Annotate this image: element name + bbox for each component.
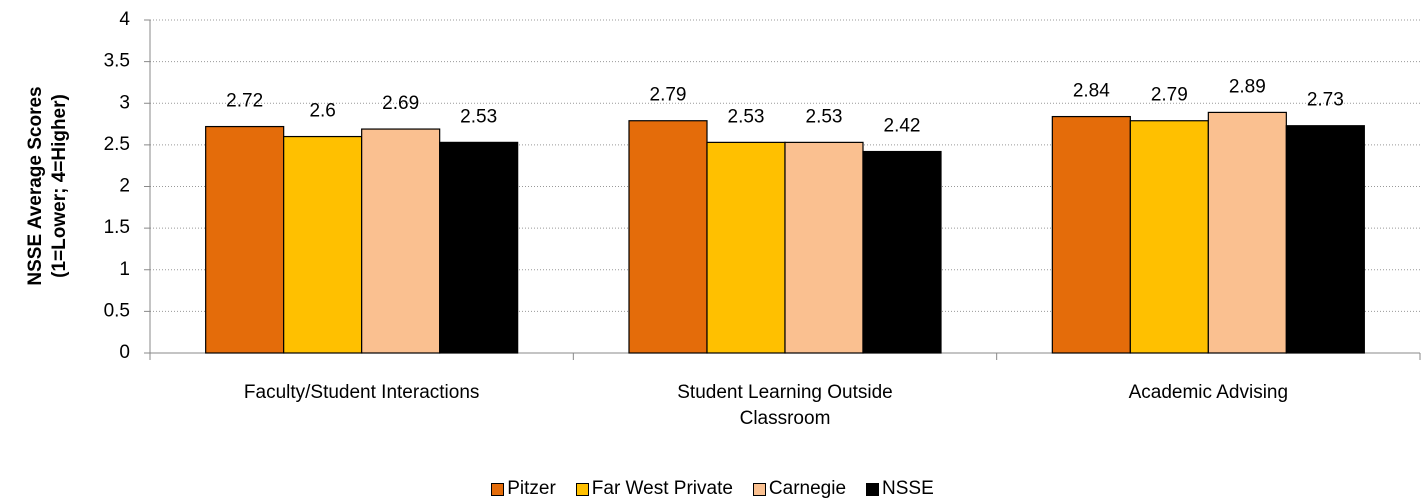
legend-swatch (866, 482, 880, 496)
y-tick-label: 3.5 (104, 51, 130, 72)
bar (439, 141, 519, 354)
x-tick-label: Faculty/Student Interactions (243, 382, 480, 403)
legend-swatch (752, 482, 766, 496)
legend-item: Pitzer (491, 478, 556, 500)
data-label: 2.6 (309, 101, 335, 122)
y-tick-label: 0.5 (104, 300, 130, 321)
data-label: 2.53 (460, 106, 497, 127)
x-tick-label: Academic Advising (1128, 382, 1289, 403)
bar (205, 125, 285, 354)
y-tick-label: 2.5 (104, 134, 130, 155)
data-label: 2.69 (382, 93, 419, 114)
bar (784, 141, 864, 354)
data-label: 2.53 (806, 106, 843, 127)
data-label: 2.42 (884, 116, 921, 137)
bar (706, 141, 786, 354)
legend-label: Pitzer (507, 478, 556, 499)
legend: Pitzer Far West Private Carnegie NSSE (0, 478, 1425, 500)
legend-swatch (491, 482, 505, 496)
bar (283, 135, 363, 354)
bar (628, 120, 708, 354)
legend-item: Far West Private (575, 478, 733, 500)
y-axis-label: NSSE Average Scores (25, 86, 46, 285)
data-label: 2.79 (1151, 85, 1188, 106)
legend-item: NSSE (866, 478, 934, 500)
y-tick-label: 1.5 (104, 217, 130, 238)
legend-swatch (575, 482, 589, 496)
bar (862, 150, 942, 354)
data-label: 2.73 (1307, 90, 1344, 111)
y-axis-label: (1=Lower; 4=Higher) (49, 94, 70, 278)
y-tick-label: 1 (119, 259, 130, 280)
bar (1285, 125, 1365, 354)
y-tick-label: 3 (119, 92, 130, 113)
y-tick-label: 4 (119, 9, 130, 30)
y-tick-label: 0 (119, 342, 130, 363)
legend-label: NSSE (882, 478, 934, 499)
bar (361, 128, 441, 354)
data-label: 2.53 (728, 106, 765, 127)
legend-label: Carnegie (768, 478, 847, 499)
legend-item: Carnegie (752, 478, 847, 500)
bar (1207, 111, 1287, 354)
legend-label: Far West Private (591, 478, 733, 499)
data-label: 2.72 (226, 91, 263, 112)
data-label: 2.79 (650, 85, 687, 106)
y-tick-label: 2 (119, 176, 130, 197)
x-tick-label: Student Learning Outside Classroom (677, 382, 893, 429)
data-label: 2.89 (1229, 76, 1266, 97)
bar (1129, 120, 1209, 354)
data-label: 2.84 (1073, 81, 1110, 102)
bar (1051, 115, 1131, 354)
